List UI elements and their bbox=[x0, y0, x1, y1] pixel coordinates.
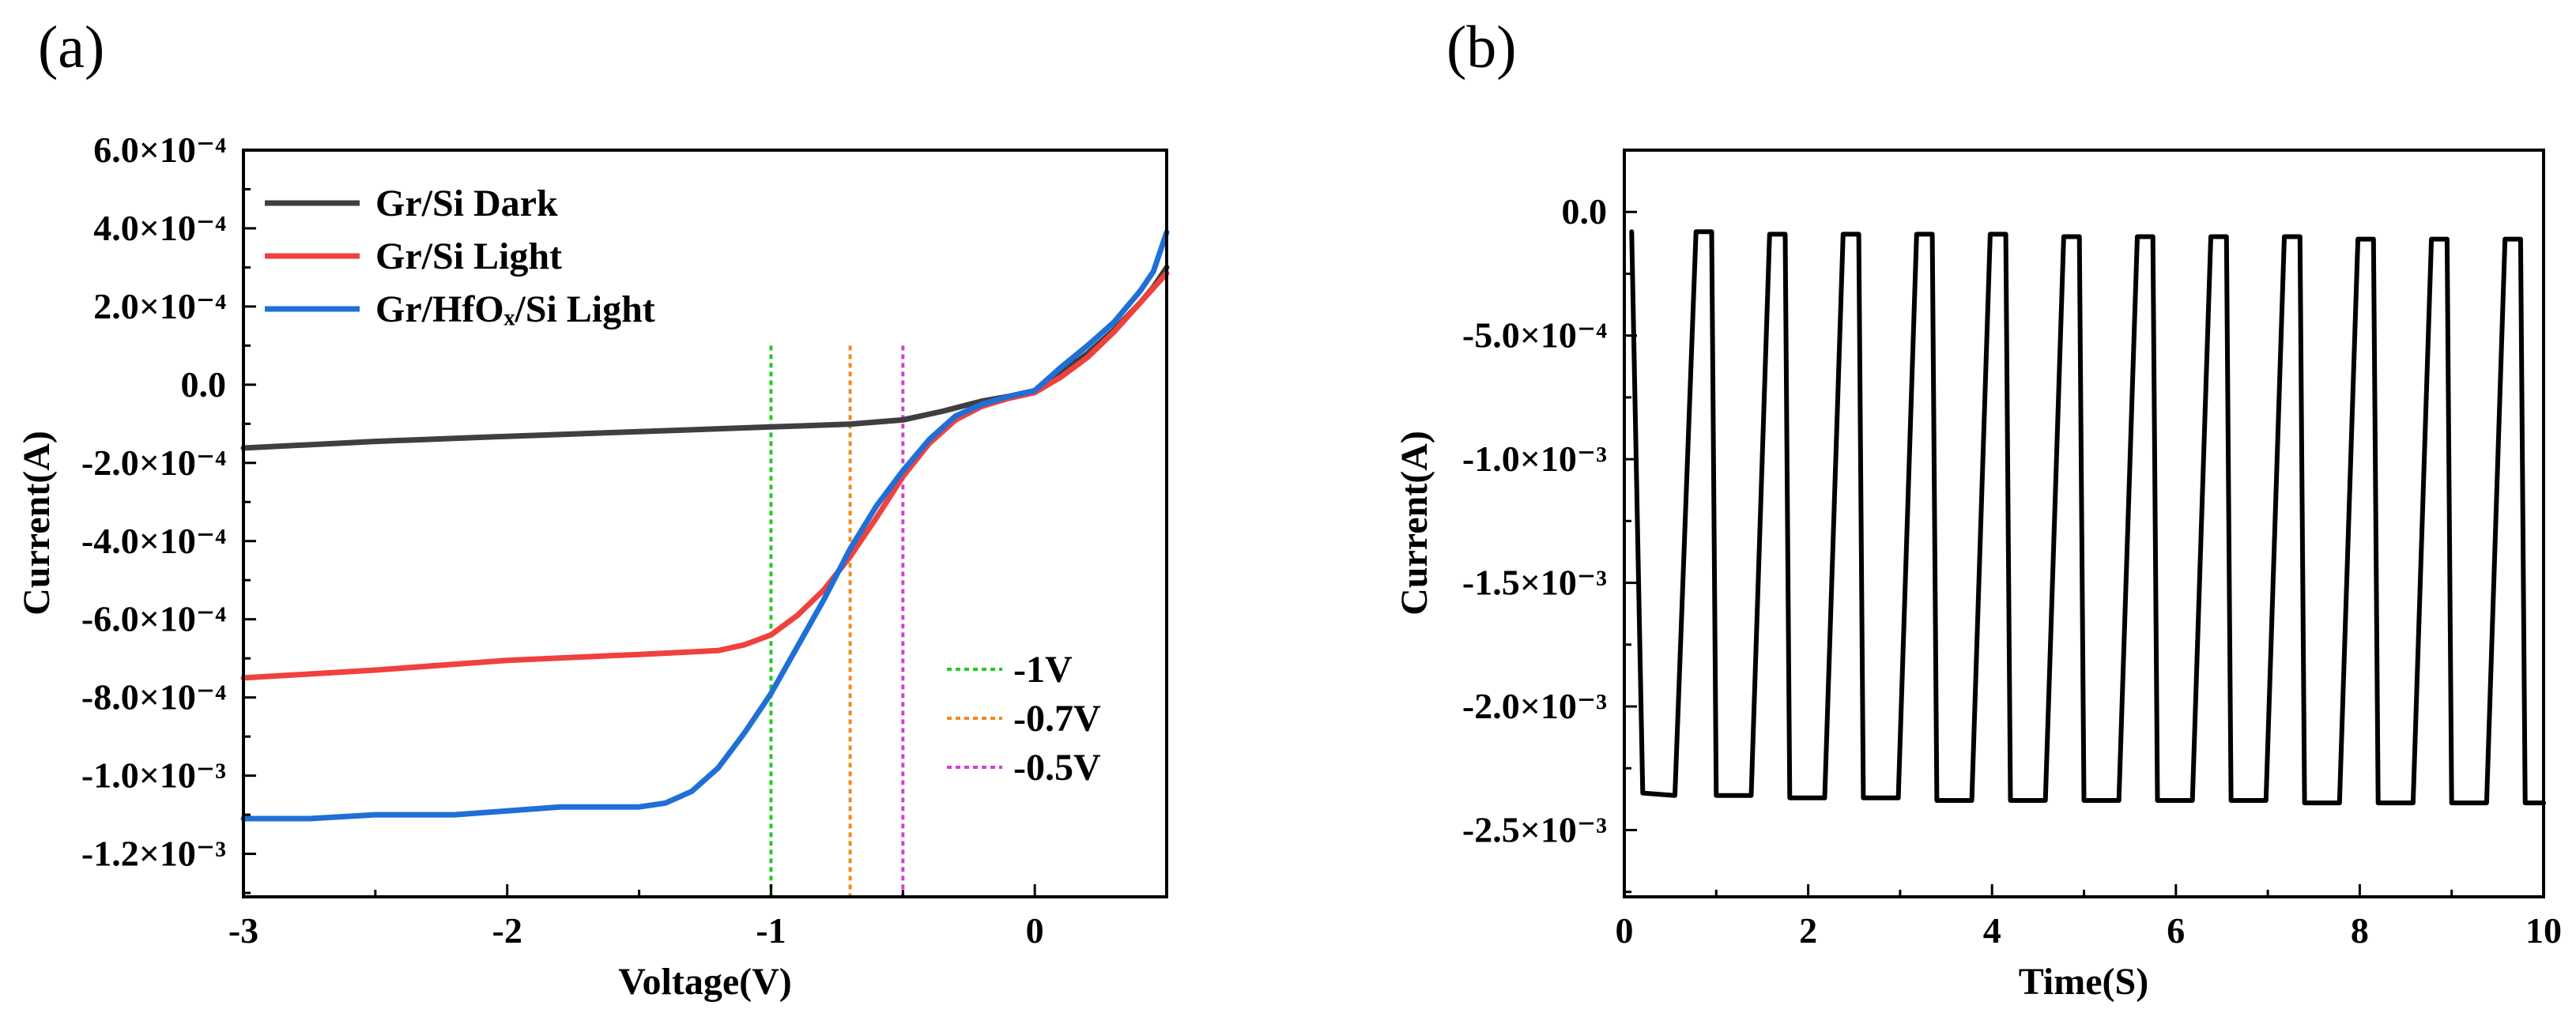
x-tick-label: 8 bbox=[2351, 910, 2369, 951]
x-tick-label: -3 bbox=[228, 910, 258, 951]
reference-legend-label-0-7v: -0.7V bbox=[1013, 698, 1101, 740]
panel-a-label: (a) bbox=[38, 14, 104, 81]
panel-a-plot-area bbox=[240, 229, 1170, 897]
panel-b: (b) 0 2 4 6 8 10 0.0 -5.0×10⁻⁴ -1.0×10⁻³ -1.5×10… bbox=[1394, 14, 2562, 1003]
legend-label-gr-si-light: Gr/Si Light bbox=[375, 235, 562, 277]
reference-legend-label-1v: -1V bbox=[1013, 649, 1073, 691]
panel-a: (a) -3 -2 -1 0 6.0×10⁻⁴ 4.0×10⁻⁴ 2.0×10⁻⁴ 0.0 -… bbox=[16, 14, 1170, 1003]
y-tick-label: 0.0 bbox=[181, 364, 227, 405]
panel-a-reference-legend: -1V -0.7V -0.5V bbox=[947, 649, 1101, 789]
y-tick-label: -4.0×10⁻⁴ bbox=[81, 521, 226, 561]
series-line-photoresponse bbox=[1629, 229, 2546, 806]
x-tick-label: 6 bbox=[2167, 910, 2185, 951]
panel-a-y-ticks: 6.0×10⁻⁴ 4.0×10⁻⁴ 2.0×10⁻⁴ 0.0 -2.0×10⁻⁴ -4.0… bbox=[81, 130, 256, 894]
panel-a-y-axis-title: Current(A) bbox=[16, 431, 58, 616]
y-tick-label: -1.2×10⁻³ bbox=[81, 834, 226, 874]
x-tick-label: 0 bbox=[1026, 910, 1044, 951]
panel-b-label: (b) bbox=[1446, 14, 1517, 81]
panel-b-y-ticks: 0.0 -5.0×10⁻⁴ -1.0×10⁻³ -1.5×10⁻³ -2.0×10⁻³ -… bbox=[1462, 191, 1637, 894]
reference-legend-label-0-5v: -0.5V bbox=[1013, 747, 1101, 789]
x-tick-label: 0 bbox=[1616, 910, 1634, 951]
y-tick-label: -1.0×10⁻³ bbox=[81, 755, 226, 796]
x-tick-label: 2 bbox=[1799, 910, 1817, 951]
y-tick-label: -2.0×10⁻⁴ bbox=[81, 442, 226, 483]
series-line-gr-hfo-si-light bbox=[240, 229, 1170, 822]
y-tick-label: -1.0×10⁻³ bbox=[1462, 439, 1607, 479]
y-tick-label: -2.0×10⁻³ bbox=[1462, 686, 1607, 726]
panel-a-x-axis-title: Voltage(V) bbox=[618, 961, 792, 1003]
y-tick-label: 4.0×10⁻⁴ bbox=[93, 208, 226, 248]
x-tick-label: -2 bbox=[492, 910, 522, 951]
y-tick-label: -5.0×10⁻⁴ bbox=[1462, 315, 1607, 356]
series-line-gr-si-light bbox=[240, 270, 1170, 681]
panel-a-x-ticks: -3 -2 -1 0 bbox=[228, 884, 1168, 951]
x-tick-label: 4 bbox=[1983, 910, 2001, 951]
x-tick-label: 10 bbox=[2525, 910, 2562, 951]
y-tick-label: -2.5×10⁻³ bbox=[1462, 810, 1607, 850]
y-tick-label: -8.0×10⁻⁴ bbox=[81, 677, 226, 717]
legend-label-gr-hfo-si-light: Gr/HfOₓ/Si Light bbox=[375, 288, 655, 330]
y-tick-label: -6.0×10⁻⁴ bbox=[81, 599, 226, 639]
legend-label-gr-si-dark: Gr/Si Dark bbox=[375, 183, 558, 224]
panel-a-legend: Gr/Si Dark Gr/Si Light Gr/HfOₓ/Si Light bbox=[265, 183, 655, 330]
panel-b-x-ticks: 0 2 4 6 8 10 bbox=[1616, 884, 2562, 951]
panel-b-plot-area bbox=[1629, 229, 2546, 806]
panel-a-frame bbox=[242, 149, 1168, 898]
panel-b-y-axis-title: Current(A) bbox=[1394, 431, 1435, 616]
panel-b-x-axis-title: Time(S) bbox=[2019, 961, 2148, 1003]
y-tick-label: 0.0 bbox=[1562, 191, 1608, 232]
y-tick-label: -1.5×10⁻³ bbox=[1462, 563, 1607, 603]
x-tick-label: -1 bbox=[756, 910, 786, 951]
y-tick-label: 6.0×10⁻⁴ bbox=[93, 130, 226, 170]
y-tick-label: 2.0×10⁻⁴ bbox=[93, 286, 226, 326]
